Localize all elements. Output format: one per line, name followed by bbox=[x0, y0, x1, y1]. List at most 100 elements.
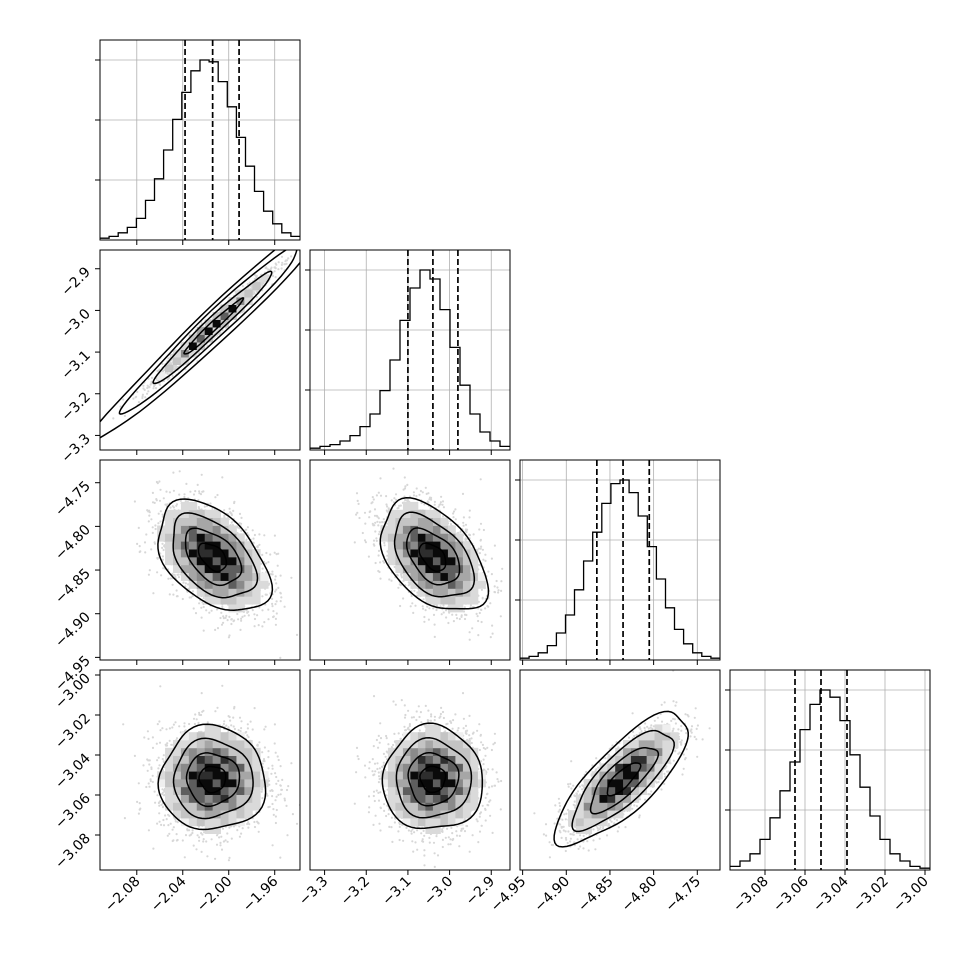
density-cell bbox=[228, 297, 237, 305]
density-cell bbox=[212, 724, 221, 733]
density-cell bbox=[220, 747, 229, 756]
contour-level-2 bbox=[152, 270, 273, 385]
contour-level-3 bbox=[172, 512, 259, 599]
density-cell bbox=[180, 501, 190, 511]
density-cell bbox=[455, 786, 464, 795]
density-cell bbox=[455, 755, 464, 764]
density-cell bbox=[654, 771, 663, 780]
density-cell bbox=[204, 580, 214, 589]
density-cell bbox=[236, 588, 245, 597]
density-cell bbox=[188, 334, 198, 343]
y-tick-label: −4.80 bbox=[52, 522, 94, 564]
density-cell bbox=[447, 802, 456, 811]
density-cell bbox=[204, 525, 214, 534]
x-tick-label: −4.80 bbox=[619, 874, 661, 916]
density-cell bbox=[228, 771, 237, 780]
density-cell bbox=[447, 732, 456, 741]
density-cell bbox=[188, 763, 198, 772]
density-cell bbox=[583, 818, 593, 827]
density-cell bbox=[165, 779, 174, 788]
density-cell bbox=[204, 549, 214, 558]
density-cell bbox=[440, 556, 449, 566]
density-cell bbox=[410, 755, 419, 764]
density-cell bbox=[212, 541, 221, 550]
density-cell bbox=[165, 763, 174, 772]
density-cell bbox=[228, 740, 237, 749]
density-cell bbox=[220, 771, 229, 780]
density-cell bbox=[417, 771, 426, 780]
x-tick-label: −4.75 bbox=[662, 874, 704, 916]
density-cell bbox=[188, 549, 198, 558]
density-cell bbox=[204, 794, 214, 803]
density-cell bbox=[477, 572, 486, 581]
x-tick-label: −3.3 bbox=[296, 874, 331, 909]
density-cell bbox=[402, 794, 411, 803]
contour-level-3 bbox=[393, 511, 476, 598]
density-cell bbox=[470, 763, 479, 772]
density-cell bbox=[188, 564, 198, 574]
density-cell bbox=[417, 755, 426, 764]
density-cell bbox=[172, 517, 182, 526]
density-cell bbox=[172, 549, 182, 558]
density-cell bbox=[220, 786, 229, 795]
density-cell bbox=[180, 786, 190, 795]
density-cell bbox=[204, 740, 214, 749]
density-cell bbox=[165, 541, 174, 550]
density-cell bbox=[432, 564, 441, 574]
density-cell bbox=[410, 794, 419, 803]
density-cell bbox=[432, 572, 441, 581]
density-cell bbox=[228, 818, 237, 827]
density-cell bbox=[188, 794, 198, 803]
contour-level-1 bbox=[606, 762, 642, 797]
density-cell bbox=[236, 304, 245, 313]
density-cell bbox=[440, 732, 449, 741]
contour-level-2 bbox=[589, 747, 660, 815]
density-cell bbox=[212, 810, 221, 819]
density-cell bbox=[410, 556, 419, 566]
density-cell bbox=[220, 525, 229, 534]
density-cell bbox=[410, 501, 419, 511]
density-cell bbox=[425, 763, 434, 772]
density-cell bbox=[462, 779, 471, 788]
density-cell bbox=[188, 501, 198, 511]
density-cell bbox=[387, 525, 396, 534]
density-cell bbox=[196, 794, 206, 803]
density-cell bbox=[212, 312, 221, 320]
density-cell bbox=[615, 779, 624, 788]
density-cell bbox=[180, 755, 190, 764]
density-cell bbox=[196, 327, 206, 335]
density-cell bbox=[470, 794, 479, 803]
density-cell bbox=[447, 580, 456, 589]
density-cell bbox=[440, 771, 449, 780]
density-cell bbox=[236, 763, 245, 772]
density-cell bbox=[165, 509, 174, 519]
density-cell bbox=[462, 810, 471, 819]
histogram-step-p3 bbox=[520, 479, 720, 659]
density-cell bbox=[425, 755, 434, 764]
density-cell bbox=[425, 556, 434, 566]
density-cell bbox=[228, 786, 237, 795]
density-cell bbox=[188, 779, 198, 788]
density-cell bbox=[455, 572, 464, 581]
density-cell bbox=[447, 771, 456, 780]
density-cell bbox=[395, 533, 404, 542]
density-cell bbox=[204, 763, 214, 772]
contour-level-1 bbox=[197, 542, 228, 573]
density-cell bbox=[380, 525, 389, 534]
density-cell bbox=[165, 517, 174, 526]
density-cell bbox=[236, 755, 245, 764]
density-cell bbox=[196, 572, 206, 581]
density-cell bbox=[425, 564, 434, 574]
density-cell bbox=[196, 342, 206, 350]
density-cell bbox=[591, 802, 600, 811]
density-cell bbox=[228, 564, 237, 574]
density-cell bbox=[417, 564, 426, 574]
density-cell bbox=[440, 763, 449, 772]
density-cell bbox=[228, 802, 237, 811]
density-cell bbox=[417, 802, 426, 811]
density-cell bbox=[425, 572, 434, 581]
density-cell bbox=[646, 755, 655, 764]
density-cell bbox=[180, 794, 190, 803]
density-cell bbox=[402, 740, 411, 749]
density-cell bbox=[432, 794, 441, 803]
